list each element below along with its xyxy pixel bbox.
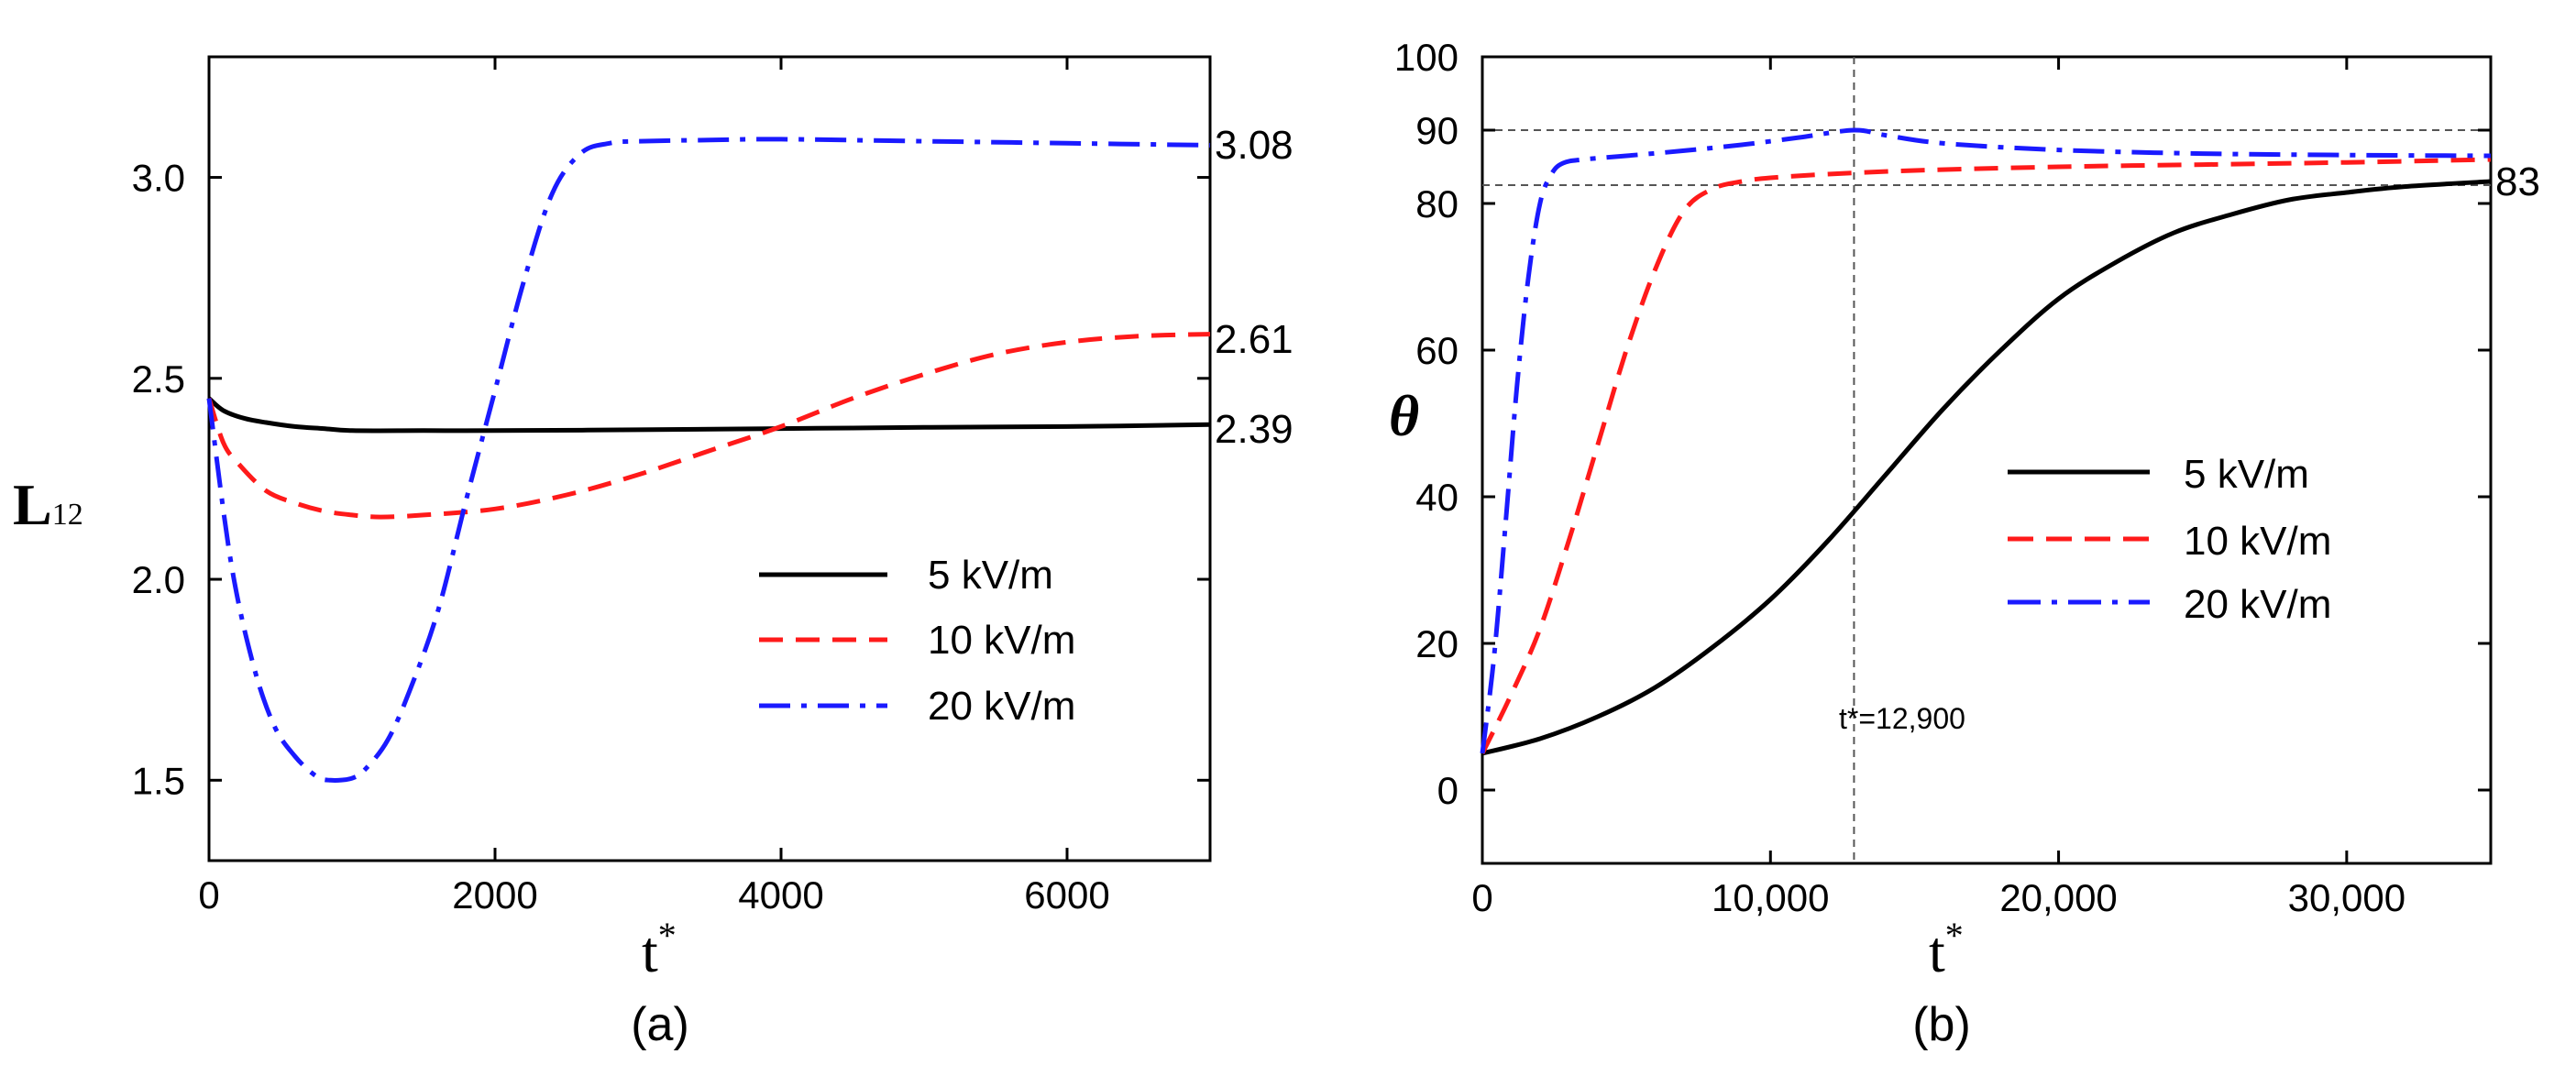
panel-b-y-tick-label: 60 (1415, 329, 1459, 372)
panel-a-y-label: L12 (13, 472, 83, 537)
panel-a-series-5-kv-m (207, 396, 1211, 434)
panel-b-y-tick-label: 90 (1415, 109, 1459, 152)
panel-b-y-tick-label: 100 (1394, 36, 1459, 79)
legend-a-label-5kv: 5 kV/m (928, 553, 1053, 598)
panel-b-annotation: t*=12,900 (1839, 702, 1965, 735)
panel-b-x-tick-label: 30,000 (2288, 876, 2405, 919)
panel-b-series (1480, 127, 2492, 756)
panel-a-ticks: 0 2000 4000 6000 1.5 2.0 2.5 3.0 (132, 57, 1210, 917)
panel-a-plot-frame (207, 55, 1212, 862)
panel-b-caption: (b) (1912, 998, 1971, 1051)
panel-a-x-tick-label: 2000 (452, 873, 537, 917)
panel-a-x-tick-label: 0 (198, 873, 219, 917)
panel-b-y-tick-label: 40 (1415, 476, 1459, 519)
panel-a-series (206, 137, 1211, 783)
panel-b-series-5-kv-m (1481, 179, 2492, 756)
panel-a-end-label-5kv: 2.39 (1215, 407, 1294, 452)
panel-a: 0 2000 4000 6000 1.5 2.0 2.5 3.0 3.08 2.61 2.39… (13, 55, 1294, 1051)
panel-a-caption: (a) (631, 998, 689, 1051)
legend-a-label-20kv: 20 kV/m (928, 684, 1075, 729)
panel-b-y-tick-label: 80 (1415, 182, 1459, 225)
legend-b-label-10kv: 10 kV/m (2184, 519, 2331, 564)
panel-b-y-label: θ (1389, 383, 1419, 448)
legend-b-label-20kv: 20 kV/m (2184, 582, 2331, 627)
panel-a-y-tick-label: 2.5 (132, 357, 185, 401)
panel-b-x-tick-label: 0 (1471, 876, 1492, 919)
panel-b-plot-frame (1481, 55, 2493, 865)
panel-a-y-tick-label: 1.5 (132, 759, 185, 802)
panel-a-end-label-20kv: 3.08 (1215, 123, 1294, 168)
panel-a-series-10-kv-m (206, 332, 1211, 520)
panel-b-legend: 5 kV/m 10 kV/m 20 kV/m (2008, 452, 2331, 627)
panel-b-x-tick-label: 20,000 (1999, 876, 2117, 919)
panel-b-x-tick-label: 10,000 (1712, 876, 1829, 919)
panel-b-y-tick-label: 20 (1415, 622, 1459, 665)
legend-a-label-10kv: 10 kV/m (928, 618, 1075, 663)
panel-a-series-20-kv-m (206, 137, 1211, 783)
panel-b-y-tick-label: 0 (1437, 769, 1459, 812)
panel-b: 0 10,000 20,000 30,000 0 20 40 60 80 90 100 83 t*=… (1389, 36, 2540, 1051)
panel-b-end-label-5kv: 83 (2495, 159, 2540, 204)
panel-b-ticks: 0 10,000 20,000 30,000 0 20 40 60 80 90 100 (1394, 36, 2491, 919)
panel-a-y-tick-label: 2.0 (132, 558, 185, 601)
panel-b-series-20-kv-m (1480, 127, 2492, 754)
panel-a-x-tick-label: 6000 (1024, 873, 1109, 917)
panel-a-end-label-10kv: 2.61 (1215, 317, 1294, 362)
panel-a-x-label: t* (642, 915, 677, 984)
panel-b-reference-lines (1482, 57, 2491, 863)
panel-a-legend: 5 kV/m 10 kV/m 20 kV/m (759, 553, 1075, 729)
legend-b-label-5kv: 5 kV/m (2184, 452, 2309, 497)
panel-b-series-10-kv-m (1480, 157, 2492, 755)
panel-a-x-tick-label: 4000 (738, 873, 823, 917)
panel-b-x-label: t* (1929, 915, 1964, 984)
panel-a-y-tick-label: 3.0 (132, 157, 185, 200)
